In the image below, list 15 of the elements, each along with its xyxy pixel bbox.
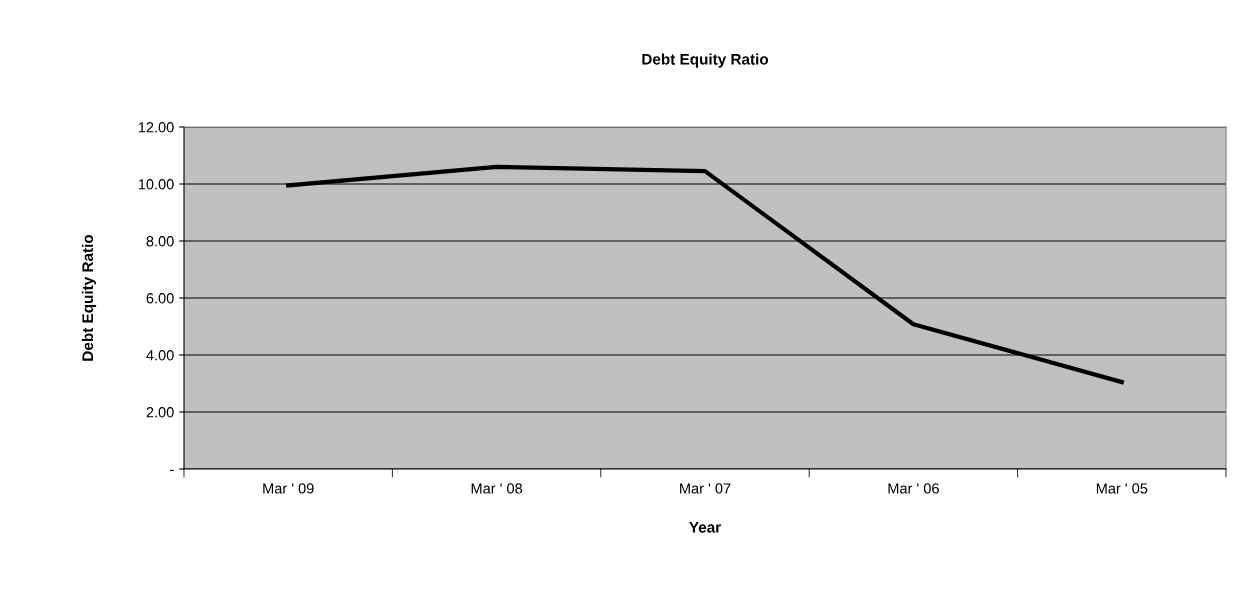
y-tick-label: 8.00 <box>146 236 174 247</box>
x-tick-label: Mar ' 05 <box>1096 483 1148 494</box>
chart-title: Debt Equity Ratio <box>642 53 769 68</box>
x-tick-label: Mar ' 06 <box>888 483 939 494</box>
y-tick-label: 6.00 <box>146 293 174 304</box>
x-tick-label: Mar ' 07 <box>680 483 731 494</box>
y-tick-label: 10.00 <box>138 179 174 190</box>
y-tick-label: 4.00 <box>146 350 174 361</box>
x-tick-label: Mar ' 08 <box>471 483 523 494</box>
y-tick-label: 12.00 <box>138 122 174 133</box>
x-axis-title: Year <box>689 522 721 533</box>
y-tick-label: 2.00 <box>146 407 174 418</box>
y-axis-title: Debt Equity Ratio <box>81 234 97 361</box>
y-tick-label: - <box>170 469 174 471</box>
x-tick-label: Mar ' 09 <box>263 483 314 494</box>
